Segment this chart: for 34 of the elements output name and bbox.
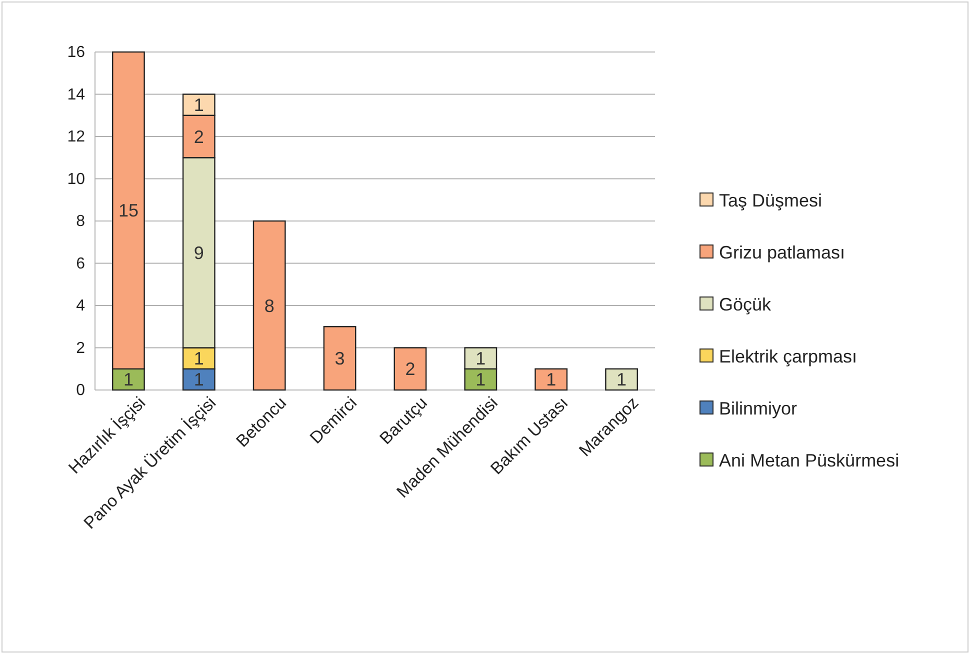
y-tick-label: 14: [67, 86, 86, 104]
data-label: 1: [546, 370, 556, 390]
data-label: 1: [194, 370, 204, 390]
bar: [534, 368, 568, 391]
y-tick-label: 10: [67, 170, 86, 188]
bar: [605, 368, 638, 391]
legend-label: Grizu patlaması: [719, 242, 846, 262]
data-label: 3: [334, 348, 345, 369]
data-label: 15: [118, 200, 138, 221]
data-label: 1: [123, 370, 134, 390]
data-label: 1: [194, 348, 204, 369]
y-tick-label: 12: [67, 128, 86, 146]
y-tick-label: 8: [76, 213, 86, 230]
y-tick-label: 6: [76, 255, 86, 272]
legend-label: Göçük: [719, 294, 772, 314]
data-label: 8: [264, 296, 274, 316]
data-label: 1: [194, 95, 204, 116]
legend-label: Taş Düşmesi: [719, 190, 822, 210]
data-label: 2: [194, 126, 204, 147]
y-tick-label: 4: [76, 298, 86, 315]
bar: [394, 347, 427, 391]
data-label: 9: [194, 242, 204, 263]
legend-label: Elektrik çarpması: [719, 346, 858, 366]
y-tick-label: 0: [76, 382, 86, 400]
data-label: 1: [476, 370, 486, 390]
y-tick-label: 16: [67, 44, 86, 62]
bar: [323, 326, 356, 391]
bar: [252, 220, 286, 391]
legend-label: Bilinmiyor: [719, 398, 798, 418]
legend-label: Ani Metan Püskürmesi: [719, 450, 900, 470]
data-label: 1: [616, 370, 627, 390]
y-tick-label: 2: [76, 340, 86, 357]
data-label: 1: [476, 348, 486, 369]
data-label: 2: [405, 359, 416, 380]
